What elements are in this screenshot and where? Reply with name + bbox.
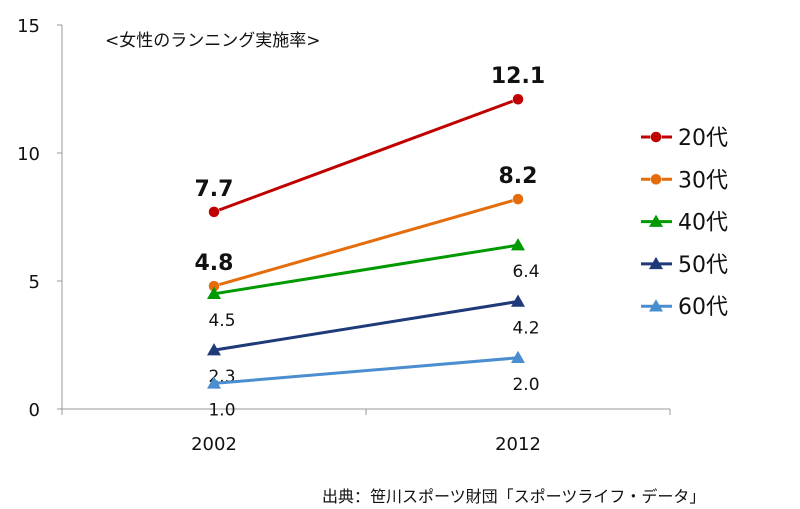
legend-marker (650, 131, 662, 143)
legend-marker (650, 173, 662, 186)
legend-label: 20代 (678, 126, 728, 151)
data-point (207, 343, 221, 356)
data-point (208, 206, 220, 218)
data-label: 4.2 (512, 318, 539, 338)
data-point (207, 286, 221, 300)
x-tick-label: 2012 (495, 434, 541, 455)
data-point (511, 238, 525, 251)
legend-label: 40代 (678, 211, 728, 236)
data-label: 12.1 (491, 64, 545, 89)
legend-label: 60代 (678, 295, 728, 320)
y-tick-label: 5 (29, 272, 40, 293)
series-line (213, 197, 519, 288)
legend-item: 20代 (641, 126, 728, 151)
data-label: 4.8 (195, 251, 234, 276)
chart-title: <女性のランニング実施率> (105, 31, 321, 51)
data-point (511, 350, 525, 364)
series-30代: 4.8 8.2 (195, 164, 538, 292)
x-tick-label: 2002 (191, 434, 237, 455)
data-label: 6.4 (512, 262, 539, 282)
data-point (512, 193, 524, 205)
legend-marker (649, 214, 663, 227)
y-tick-label: 10 (17, 144, 40, 165)
legend-item: 50代 (641, 253, 728, 278)
legend-item: 60代 (641, 295, 728, 320)
series-20代: 7.7 12.1 (195, 64, 545, 218)
data-point (511, 294, 525, 307)
series-line (213, 97, 519, 214)
y-tick-label: 0 (29, 400, 40, 421)
legend-item: 30代 (641, 168, 728, 193)
legend-label: 50代 (678, 253, 728, 278)
data-point (207, 376, 221, 389)
series-line (213, 243, 519, 296)
data-label: 1.0 (208, 400, 235, 420)
legend-marker (649, 256, 663, 270)
data-label: 2.0 (512, 375, 539, 395)
series-line (213, 356, 519, 385)
legend-item: 40代 (641, 211, 728, 236)
data-label: 8.2 (499, 164, 538, 189)
legend-label: 30代 (678, 168, 728, 193)
data-label: 7.7 (195, 177, 234, 202)
data-point (512, 93, 524, 105)
y-tick-label: 15 (17, 16, 40, 37)
series-line (213, 299, 519, 352)
series-40代: 4.5 6.4 (207, 238, 540, 331)
legend-marker (649, 299, 663, 312)
chart-source: 出典：笹川スポーツ財団「スポーツライフ・データ」 (322, 487, 705, 506)
series-60代: 1.0 2.0 (207, 350, 540, 420)
series-50代: 2.34.2 (207, 294, 540, 387)
data-label: 4.5 (208, 311, 235, 331)
